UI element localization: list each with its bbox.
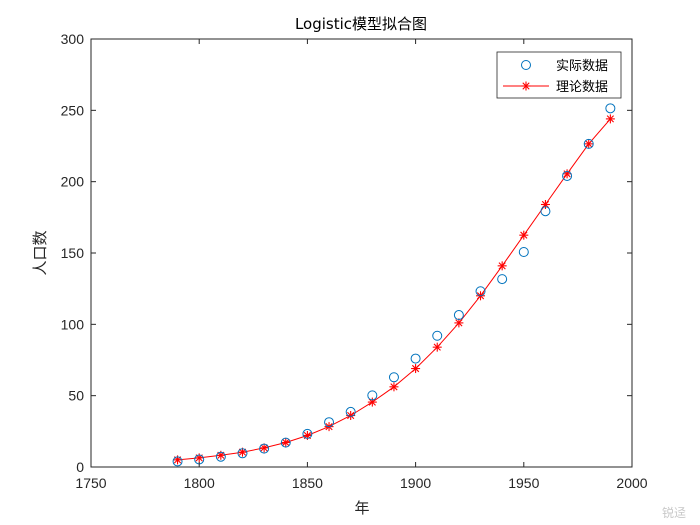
theory-point (497, 261, 507, 271)
theory-point (259, 443, 269, 453)
actual-point (367, 390, 378, 401)
actual-point (497, 274, 508, 285)
actual-point (237, 448, 248, 459)
theory-point (389, 382, 399, 392)
legend-label-theory: 理论数据 (556, 80, 608, 95)
legend: 实际数据 理论数据 (496, 51, 622, 99)
x-tick-label: 1750 (75, 475, 106, 491)
theory-point (562, 169, 572, 179)
y-tick-label: 250 (61, 102, 85, 118)
actual-point (259, 443, 270, 454)
theory-point (605, 114, 615, 124)
series-layer (172, 103, 616, 467)
legend-entries (503, 60, 549, 91)
actual-point (605, 103, 616, 114)
actual-point (453, 310, 464, 321)
actual-point (518, 247, 529, 258)
chart-title: Logistic模型拟合图 (295, 15, 427, 33)
x-tick-label: 1800 (184, 475, 215, 491)
actual-point (388, 372, 399, 383)
x-axis: 1750 1800 1850 1900 1950 2000 (75, 39, 648, 491)
x-tick-label: 1950 (508, 475, 539, 491)
x-axis-label: 年 (354, 499, 369, 517)
legend-label-actual: 实际数据 (556, 59, 608, 74)
y-tick-label: 50 (68, 388, 84, 404)
y-tick-label: 200 (61, 174, 85, 190)
legend-marker-theory (521, 81, 531, 91)
theory-point (281, 437, 291, 447)
y-axis-label: 人口数 (31, 230, 49, 275)
x-tick-label: 1850 (292, 475, 323, 491)
theory-point (411, 364, 421, 374)
plot-area (91, 39, 632, 467)
actual-point (410, 353, 421, 364)
actual-point (583, 138, 594, 149)
actual-point (280, 437, 291, 448)
theory-point (367, 397, 377, 407)
legend-marker-actual (521, 60, 531, 70)
y-tick-label: 150 (61, 245, 85, 261)
watermark: 锐迳 (662, 506, 686, 520)
theory-point (584, 139, 594, 149)
theory-point (540, 199, 550, 209)
theory-point (432, 342, 442, 352)
theory-point (237, 447, 247, 457)
y-tick-label: 100 (61, 316, 85, 332)
x-tick-label: 2000 (616, 475, 647, 491)
actual-point (215, 451, 226, 462)
actual-point (540, 206, 551, 217)
theory-point (519, 230, 529, 240)
y-axis: 0 50 100 150 200 250 300 (61, 31, 632, 475)
actual-point (302, 428, 313, 439)
actual-point (172, 456, 183, 467)
actual-point (475, 286, 486, 297)
y-tick-label: 0 (76, 459, 84, 475)
actual-point (562, 170, 573, 181)
actual-point (345, 406, 356, 417)
y-tick-label: 300 (61, 31, 85, 47)
legend-box (496, 51, 622, 99)
actual-point (432, 330, 443, 341)
x-tick-label: 1900 (400, 475, 431, 491)
actual-point (324, 417, 335, 428)
